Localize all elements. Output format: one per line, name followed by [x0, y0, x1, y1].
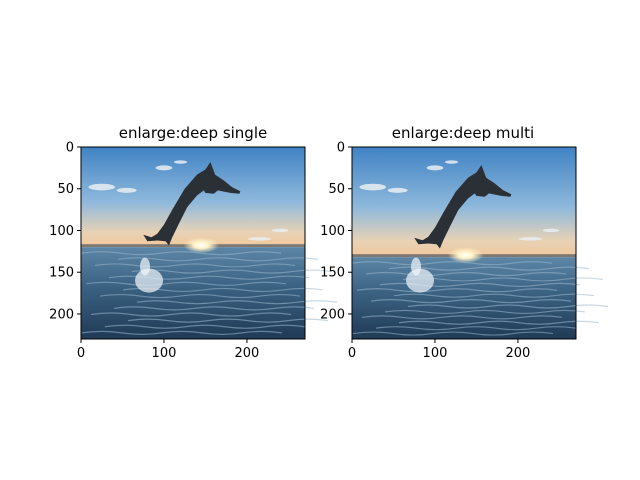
panel-title: enlarge:deep multi	[392, 124, 534, 142]
y-tick-label: 0	[337, 141, 345, 156]
wave-streak	[375, 326, 577, 331]
wave-streak	[352, 331, 554, 336]
wave-streak	[81, 330, 283, 335]
wave-streak	[80, 251, 282, 256]
sea-region	[81, 247, 305, 339]
cloud-shape	[155, 165, 173, 171]
sea-region	[352, 257, 576, 339]
dolphin-silhouette	[143, 169, 241, 246]
wave-streak	[398, 320, 600, 325]
wave-streak	[99, 293, 301, 299]
wave-streak	[85, 281, 287, 286]
x-tick-label: 200	[235, 346, 260, 361]
cloud-shape	[426, 165, 444, 171]
y-tick-label: 50	[328, 182, 345, 197]
axes-frame	[80, 146, 306, 340]
y-tick-label: 200	[320, 307, 345, 322]
wave-streak	[113, 306, 315, 311]
wave-streak	[388, 266, 590, 271]
y-tick-label: 100	[320, 224, 345, 239]
x-tick-label: 200	[506, 346, 531, 361]
wave-streak	[104, 324, 306, 329]
sun-glow	[183, 237, 220, 254]
cloud-shape	[518, 237, 542, 241]
dolphin-sunset-image	[351, 147, 609, 339]
wave-streak	[127, 318, 329, 323]
wave-streak	[402, 277, 604, 282]
wave-streak	[407, 304, 609, 309]
x-tick-label: 100	[152, 346, 177, 361]
y-tick-label: 150	[320, 266, 345, 281]
wave-streak	[94, 263, 296, 268]
axis-ticks: 0 100 200 0 50 100 150 200	[49, 141, 259, 362]
y-tick-label: 100	[49, 224, 74, 239]
cloud-shape	[387, 187, 408, 193]
dolphin-silhouette	[414, 172, 512, 249]
wave-streak	[356, 288, 558, 293]
panel-enlarge-deep-single: enlarge:deep single 0 100 200 0 50 100 150 200	[49, 124, 338, 362]
panel-enlarge-deep-multi: enlarge:deep multi 0 100 200 0 50 100 150 200	[320, 124, 609, 362]
wave-streak	[131, 269, 333, 274]
axis-ticks: 0 100 200 0 50 100 150 200	[320, 141, 530, 362]
cloud-shape	[173, 160, 188, 164]
x-tick-label: 0	[77, 346, 85, 361]
y-tick-label: 150	[49, 266, 74, 281]
wave-streak	[117, 257, 319, 262]
cloud-shape	[116, 187, 137, 193]
wave-streak	[365, 271, 567, 277]
water-splash	[135, 268, 164, 293]
wave-streak	[384, 309, 586, 315]
y-tick-label: 200	[49, 307, 74, 322]
x-tick-label: 0	[348, 346, 356, 361]
wave-streak	[122, 287, 324, 293]
cloud-shape	[247, 237, 271, 241]
sun-glow	[447, 247, 484, 264]
water-splash	[406, 268, 435, 293]
cloud-shape	[542, 228, 560, 233]
dolphin-fin	[474, 165, 487, 179]
wave-streak	[90, 312, 292, 317]
axes-frame	[351, 146, 577, 340]
cloud-shape	[271, 228, 289, 233]
dolphin-sunset-image	[80, 147, 338, 339]
wave-streak	[370, 298, 572, 304]
wave-streak	[361, 315, 563, 320]
wave-streak	[136, 300, 338, 305]
cloud-shape	[444, 160, 459, 164]
wave-streak	[393, 293, 595, 298]
cloud-shape	[88, 183, 116, 191]
wave-streak	[351, 261, 553, 266]
water-splash	[140, 257, 151, 276]
y-tick-label: 0	[66, 141, 74, 156]
x-tick-label: 100	[423, 346, 448, 361]
y-tick-label: 50	[57, 182, 74, 197]
cloud-shape	[359, 183, 387, 191]
water-splash	[411, 257, 422, 276]
panel-title: enlarge:deep single	[119, 124, 267, 142]
dolphin-fin	[203, 162, 216, 176]
